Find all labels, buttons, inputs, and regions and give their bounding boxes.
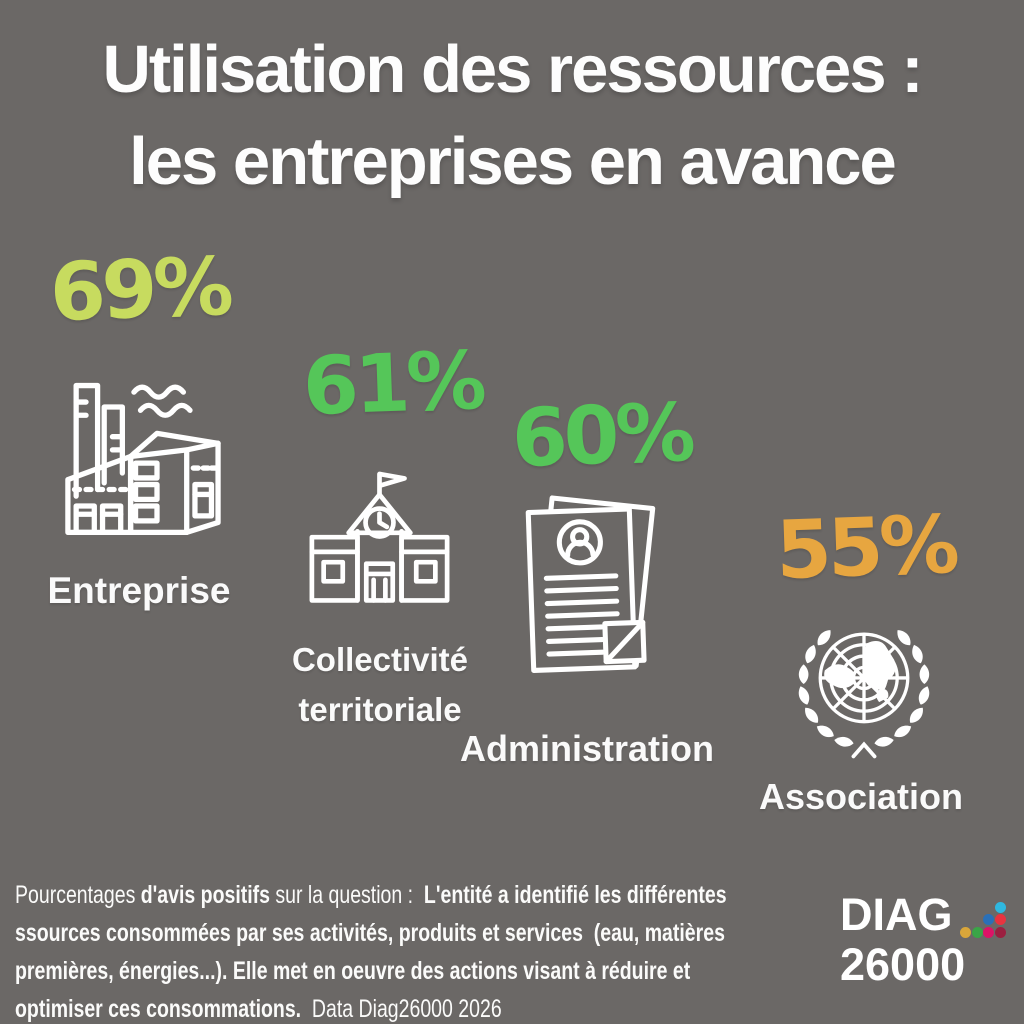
page-title-line1: Utilisation des ressources : xyxy=(102,32,923,107)
logo-dot xyxy=(994,914,1006,926)
stat-value-1: 69% xyxy=(48,239,232,340)
stat-label-entreprise: Entreprise xyxy=(47,570,231,611)
page-title: Utilisation des ressources : les entrepr… xyxy=(0,24,1024,208)
stat-label-association: Association xyxy=(758,776,964,817)
stat-value-4: 55% xyxy=(774,497,958,598)
footer-line: Pourcentages d'avis positifs sur la ques… xyxy=(15,881,727,909)
logo-dot xyxy=(994,926,1006,938)
footer-line: premières, énergies...). Elle met en oeu… xyxy=(15,957,691,985)
town-hall-icon xyxy=(306,463,453,607)
diag26000-logo: DIAG 26000 xyxy=(840,890,965,990)
stat-value-3: 60% xyxy=(510,385,694,486)
un-emblem-icon xyxy=(781,616,947,764)
logo-dot xyxy=(994,902,1006,913)
stat-label-collectivite: Collectivité territoriale xyxy=(291,641,469,728)
logo-dots-icon xyxy=(960,902,1012,946)
logo-dot xyxy=(983,914,994,926)
logo-dot xyxy=(971,926,983,938)
logo-dot xyxy=(983,926,994,938)
footer-text: Pourcentages d'avis positifs sur la ques… xyxy=(15,876,818,1024)
factory-icon xyxy=(58,373,223,540)
logo-line1: DIAG xyxy=(840,889,953,940)
stat-label-administration: Administration xyxy=(459,728,714,769)
footer-line: ssources consommées par ses activités, p… xyxy=(15,919,725,947)
page-title-line2: les entreprises en avance xyxy=(129,124,897,199)
logo-line2: 26000 xyxy=(840,939,966,990)
logo-dot xyxy=(960,926,971,938)
documents-icon xyxy=(512,494,670,687)
stat-value-2: 61% xyxy=(301,333,485,434)
footer-line: optimiser ces consommations. Data Diag26… xyxy=(15,995,502,1023)
